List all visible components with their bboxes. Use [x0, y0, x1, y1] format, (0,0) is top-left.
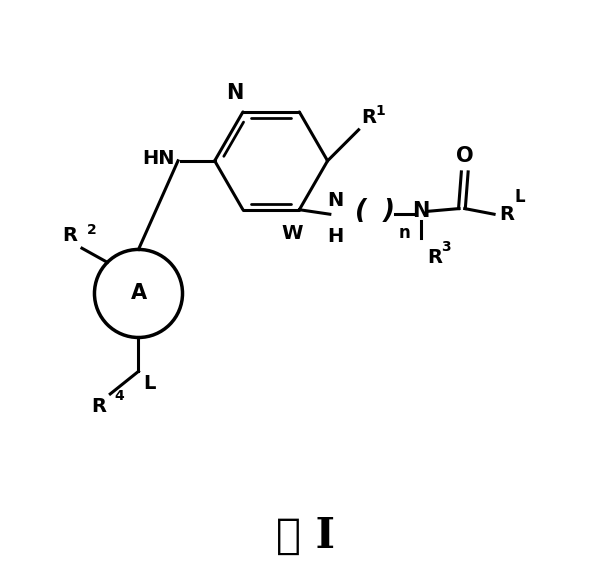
Text: R: R [427, 248, 442, 267]
Text: A: A [131, 283, 146, 303]
Text: 2: 2 [87, 223, 96, 237]
Text: R: R [362, 108, 376, 127]
Text: 式 I: 式 I [276, 515, 334, 557]
Text: (: ( [356, 198, 367, 225]
Text: 3: 3 [441, 239, 451, 254]
Text: H: H [328, 227, 343, 246]
Text: 4: 4 [115, 389, 124, 404]
Text: 1: 1 [376, 104, 386, 119]
Text: R: R [500, 205, 515, 223]
Text: W: W [282, 224, 303, 243]
Text: N: N [226, 83, 243, 104]
Text: N: N [412, 201, 430, 221]
Text: N: N [328, 191, 343, 210]
Text: O: O [456, 146, 473, 166]
Text: ): ) [382, 198, 395, 225]
Text: n: n [399, 225, 411, 242]
Text: L: L [143, 374, 156, 393]
Text: R: R [91, 397, 106, 416]
Text: R: R [62, 226, 77, 246]
Text: HN: HN [143, 149, 175, 168]
Text: L: L [514, 188, 525, 206]
